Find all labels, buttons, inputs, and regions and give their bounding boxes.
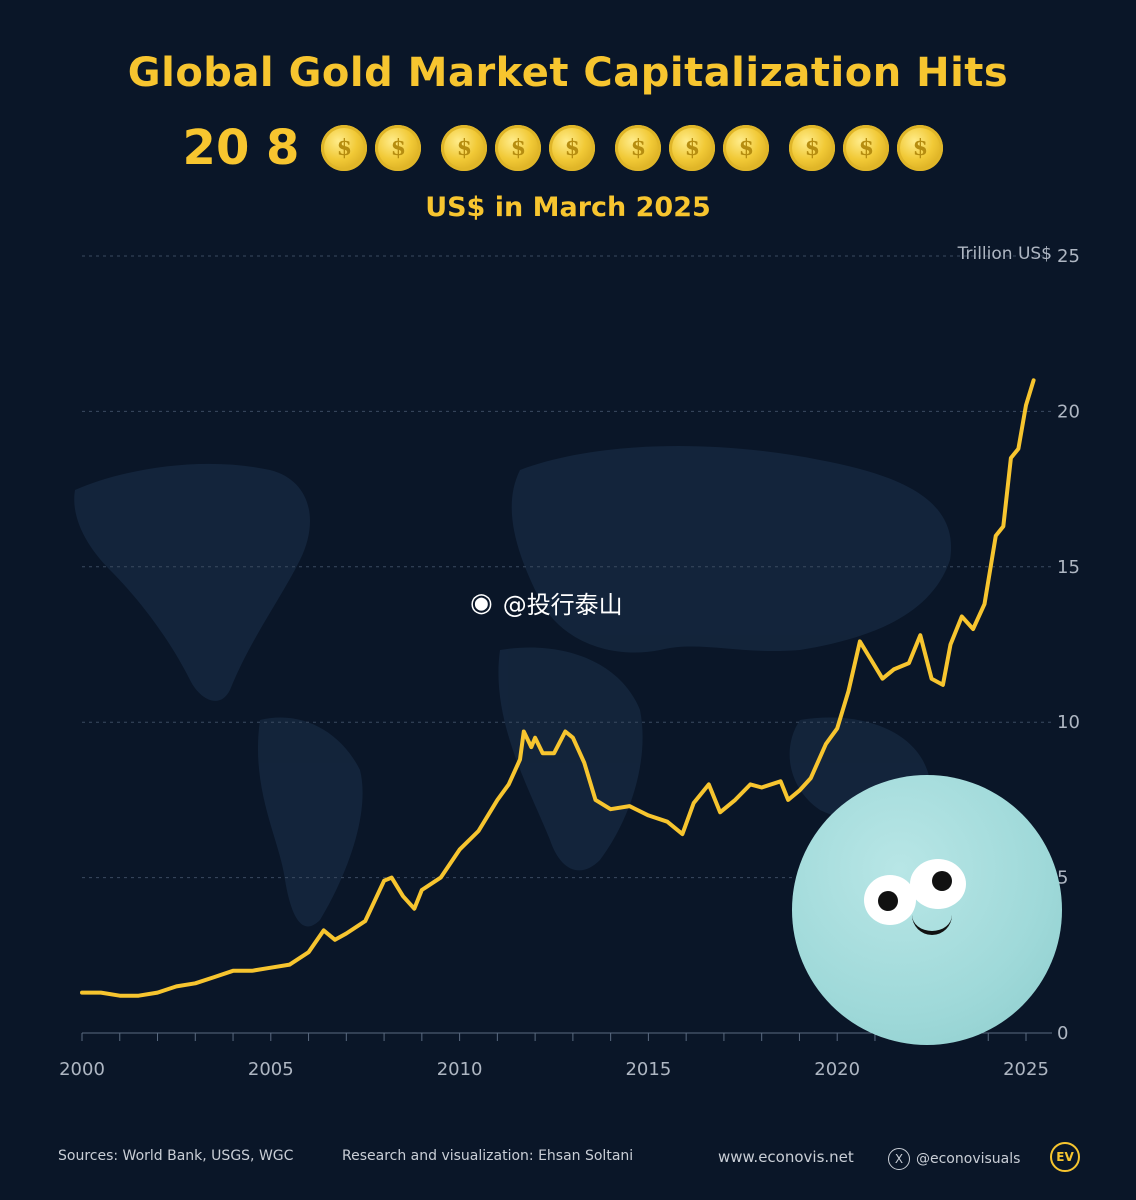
gold-coin-icon: $ bbox=[615, 125, 662, 171]
watermark-text: @投行泰山 bbox=[502, 591, 623, 619]
gold-coin-icon: $ bbox=[843, 125, 890, 171]
footer-social[interactable]: X @econovisuals bbox=[888, 1148, 1020, 1170]
footer-website-link[interactable]: www.econovis.net bbox=[718, 1148, 854, 1166]
gold-coin-icon: $ bbox=[549, 125, 596, 171]
x-tick-label: 2020 bbox=[814, 1059, 860, 1080]
x-logo-icon: X bbox=[888, 1148, 910, 1170]
mascot-eye-left bbox=[864, 875, 916, 925]
chart-title: Global Gold Market Capitalization Hits bbox=[127, 50, 1009, 96]
mascot-smile bbox=[912, 913, 952, 935]
social-handle: @econovisuals bbox=[916, 1151, 1021, 1167]
y-tick-label: 15 bbox=[1057, 557, 1080, 578]
y-tick-label: 5 bbox=[1057, 868, 1068, 889]
weibo-icon: ◉ bbox=[470, 587, 493, 618]
mascot-pupil bbox=[932, 871, 952, 891]
x-tick-label: 2005 bbox=[248, 1059, 294, 1080]
gold-coin-icon: $ bbox=[789, 125, 836, 171]
gold-coin-icon: $ bbox=[495, 125, 542, 171]
y-tick-label: 20 bbox=[1057, 401, 1080, 422]
gold-coin-icon: $ bbox=[321, 125, 368, 171]
watermark: ◉ @投行泰山 bbox=[470, 585, 623, 620]
x-axis: 2000 2005 2010 2015 2020 2025 bbox=[59, 1033, 1049, 1080]
gold-coin-icon: $ bbox=[897, 125, 944, 171]
mascot-pupil bbox=[878, 891, 898, 911]
x-tick-label: 2010 bbox=[437, 1059, 483, 1080]
econovis-logo: EV bbox=[1050, 1142, 1080, 1172]
coin-group: $ $ $ bbox=[785, 125, 947, 171]
mascot-avatar bbox=[792, 775, 1062, 1045]
footer-sources: Sources: World Bank, USGS, WGC bbox=[58, 1148, 294, 1164]
gold-coin-icon: $ bbox=[669, 125, 716, 171]
series-line-layer bbox=[80, 378, 1036, 998]
y-tick-label: 0 bbox=[1057, 1023, 1068, 1044]
y-axis-title: Trillion US$ bbox=[957, 244, 1052, 264]
coin-group: $ $ $ bbox=[437, 125, 599, 171]
gold-coin-icon: $ bbox=[441, 125, 488, 171]
x-tick-label: 2025 bbox=[1003, 1059, 1049, 1080]
y-tick-label: 10 bbox=[1057, 712, 1080, 733]
series-line-gold-market-cap bbox=[80, 378, 1036, 998]
x-tick-label: 2015 bbox=[625, 1059, 671, 1080]
mascot-eye-right bbox=[910, 859, 966, 909]
footer-research: Research and visualization: Ehsan Soltan… bbox=[342, 1148, 634, 1164]
chart-subtitle: US$ in March 2025 bbox=[425, 192, 711, 223]
y-tick-label: 25 bbox=[1057, 246, 1080, 267]
gold-coin-icon: $ bbox=[375, 125, 422, 171]
coin-group: $ $ $ bbox=[611, 125, 773, 171]
headline-value: 20 8 $ $ $ $ $ $ $ $ $ $ $ bbox=[0, 118, 1136, 178]
world-map-background bbox=[74, 446, 952, 927]
headline-number: 20 8 bbox=[182, 120, 300, 176]
x-tick-label: 2000 bbox=[59, 1059, 105, 1080]
coin-group: $ $ bbox=[317, 125, 425, 171]
gold-coin-icon: $ bbox=[723, 125, 770, 171]
y-axis: 0 5 10 15 20 25 bbox=[1057, 246, 1080, 1044]
